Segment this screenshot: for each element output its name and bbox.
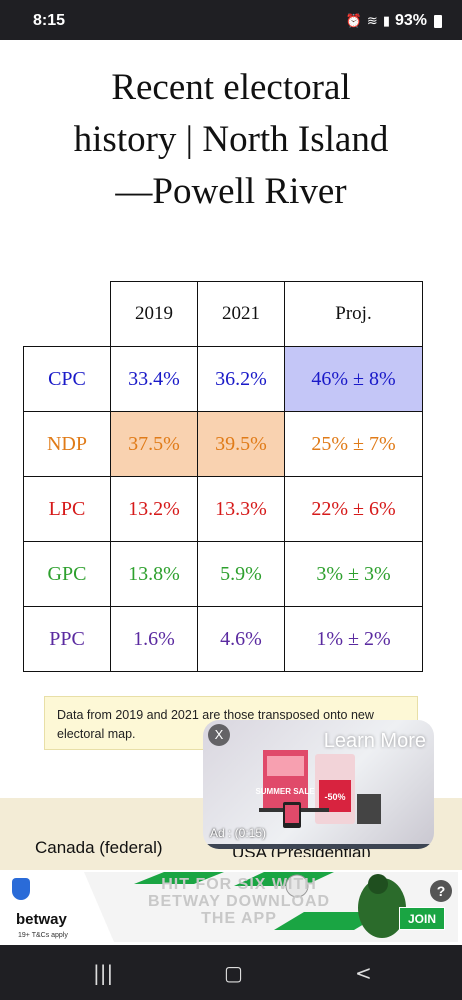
results-table: 2019 2021 Proj. CPC 33.4% 36.2% 46% ± 8%… — [23, 281, 423, 672]
alarm-icon: ⏰ — [345, 13, 362, 28]
header-2021: 2021 — [197, 281, 285, 347]
value-2021-cell: 4.6% — [197, 606, 285, 672]
projection-cell: 46% ± 8% — [284, 346, 423, 412]
svg-text:-50%: -50% — [324, 792, 345, 802]
wifi-icon: ≋ — [366, 13, 378, 28]
value-2021-cell: 13.3% — [197, 476, 285, 542]
table-row: GPC 13.8% 5.9% 3% ± 3% — [23, 541, 423, 607]
svg-text:SUMMER SALE: SUMMER SALE — [255, 787, 315, 796]
recents-icon[interactable]: ||| — [93, 961, 114, 985]
value-2021-cell: 39.5% — [197, 411, 285, 477]
value-2019-cell: 33.4% — [110, 346, 198, 412]
ad-terms: 19+ T&Cs apply — [18, 932, 68, 939]
party-cell: GPC — [23, 541, 111, 607]
table-row: NDP 37.5% 39.5% 25% ± 7% — [23, 411, 423, 477]
table-header-row: 2019 2021 Proj. — [24, 281, 423, 347]
ad-brand: betway — [16, 911, 67, 928]
join-button[interactable]: JOIN — [399, 907, 445, 930]
value-2019-cell: 13.8% — [110, 541, 198, 607]
banner-ad[interactable]: HIT FOR SIX WITH BETWAY DOWNLOAD THE APP… — [4, 872, 458, 942]
status-bar: 8:15 ⏰ ≋ ▮ 93% — [0, 0, 462, 40]
projection-cell: 22% ± 6% — [284, 476, 423, 542]
battery-percent: 93% — [394, 12, 427, 29]
header-proj: Proj. — [284, 281, 423, 347]
ad-timer: Ad : (0:15) — [210, 826, 267, 840]
header-2019: 2019 — [110, 281, 198, 347]
ad-help-button[interactable]: ? — [430, 880, 452, 902]
party-cell: NDP — [23, 411, 111, 477]
projection-cell: 25% ± 7% — [284, 411, 423, 477]
title-line-1: Recent electoral — [111, 67, 351, 108]
table-row: PPC 1.6% 4.6% 1% ± 2% — [23, 606, 423, 672]
betway-shield-icon — [12, 878, 30, 900]
ad-progress-bar — [203, 844, 434, 849]
title-line-2: history | North Island — [73, 119, 389, 160]
back-icon[interactable]: < — [355, 961, 372, 985]
ad-background-graphic — [4, 872, 406, 942]
status-icons: ⏰ ≋ ▮ 93% — [346, 12, 442, 30]
value-2019-cell: 1.6% — [110, 606, 198, 672]
system-nav-bar: ||| ▢ < — [0, 945, 462, 1000]
value-2019-cell: 37.5% — [110, 411, 198, 477]
value-2021-cell: 36.2% — [197, 346, 285, 412]
tab-canada-federal[interactable]: Canada (federal) — [35, 838, 163, 857]
projection-cell: 3% ± 3% — [284, 541, 423, 607]
value-2021-cell: 5.9% — [197, 541, 285, 607]
video-ad[interactable]: SUMMER SALE -50% X Learn More Ad : (0:15… — [203, 720, 434, 849]
party-cell: LPC — [23, 476, 111, 542]
battery-icon — [434, 14, 442, 28]
party-cell: CPC — [23, 346, 111, 412]
status-time: 8:15 — [33, 12, 66, 29]
value-2019-cell: 13.2% — [110, 476, 198, 542]
table-row: CPC 33.4% 36.2% 46% ± 8% — [23, 346, 423, 412]
party-cell: PPC — [23, 606, 111, 672]
table-row: LPC 13.2% 13.3% 22% ± 6% — [23, 476, 423, 542]
learn-more-button[interactable]: Learn More — [323, 730, 426, 752]
title-line-3: —Powell River — [115, 171, 347, 212]
page-title: Recent electoral history | North Island … — [20, 62, 442, 218]
ad-product-image: SUMMER SALE -50% — [255, 750, 381, 828]
header-empty-cell — [24, 282, 111, 347]
projection-cell: 1% ± 2% — [284, 606, 423, 672]
signal-icon: ▮ — [382, 13, 390, 28]
ad-faint-text: HIT FOR SIX WITH BETWAY DOWNLOAD THE APP — [147, 876, 331, 927]
home-icon[interactable]: ▢ — [224, 961, 243, 985]
close-ad-button[interactable]: X — [208, 724, 230, 746]
